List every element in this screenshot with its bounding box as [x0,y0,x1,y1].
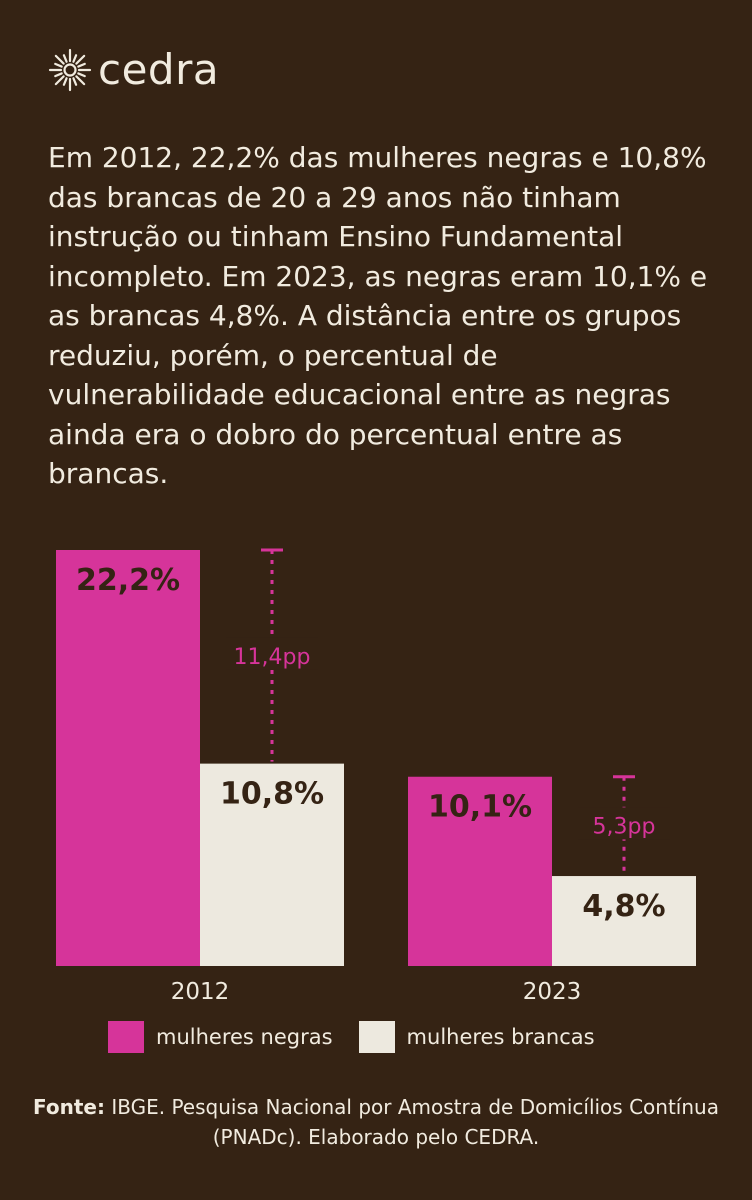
data-label-2023-negras: 10,1% [428,790,532,825]
bar-2012-brancas [200,763,344,966]
brand-name: cedra [98,45,220,94]
bar-chart: 22,2% 10,8% 2012 10,1% 4,8% 2023 11,4pp 5,3pp [56,548,696,1005]
logo-ray [72,54,78,63]
gap-label-2012: 11,4pp [234,645,311,670]
legend-label-negras: mulheres negras [156,1025,333,1049]
chart-legend: mulheres negras mulheres brancas [108,1021,621,1053]
cedra-logo: cedra [48,44,219,96]
x-tick-label-2023: 2023 [523,979,582,1005]
bar-2023-negras [408,776,552,966]
bar-2012-negras [56,550,200,966]
logo-ray [54,75,65,86]
data-label-2023-brancas: 4,8% [582,889,665,924]
legend-item-negras: mulheres negras [108,1021,333,1053]
logo-ray [75,75,86,86]
source-label: Fonte: [33,1095,105,1119]
logo-ray [77,62,86,68]
logo-ray [62,77,68,86]
gap-label-bg-2023 [578,807,670,840]
logo-ray [54,62,63,68]
x-tick-label-2012: 2012 [171,979,230,1005]
logo-ray [72,77,78,86]
source-note: Fonte: IBGE. Pesquisa Nacional por Amost… [24,1092,728,1152]
logo-ray [77,72,86,78]
intro-paragraph: Em 2012, 22,2% das mulheres negras e 10,… [48,141,708,490]
bar-2023-brancas [552,876,696,966]
logo-ray [62,54,68,63]
logo-ray [54,72,63,78]
source-text: IBGE. Pesquisa Nacional por Amostra de D… [104,1095,719,1149]
sunburst-icon [48,48,92,92]
logo-ray [75,54,86,65]
legend-swatch-brancas [358,1021,395,1053]
data-label-2012-brancas: 10,8% [220,777,324,812]
data-label-2012-negras: 22,2% [76,563,180,598]
legend-swatch-negras [108,1021,144,1053]
gap-label-bg-2012 [226,637,318,670]
logo-ray [54,54,65,65]
gap-label-2023: 5,3pp [593,814,656,839]
legend-item-brancas: mulheres brancas [358,1021,595,1053]
legend-label-brancas: mulheres brancas [406,1025,595,1049]
